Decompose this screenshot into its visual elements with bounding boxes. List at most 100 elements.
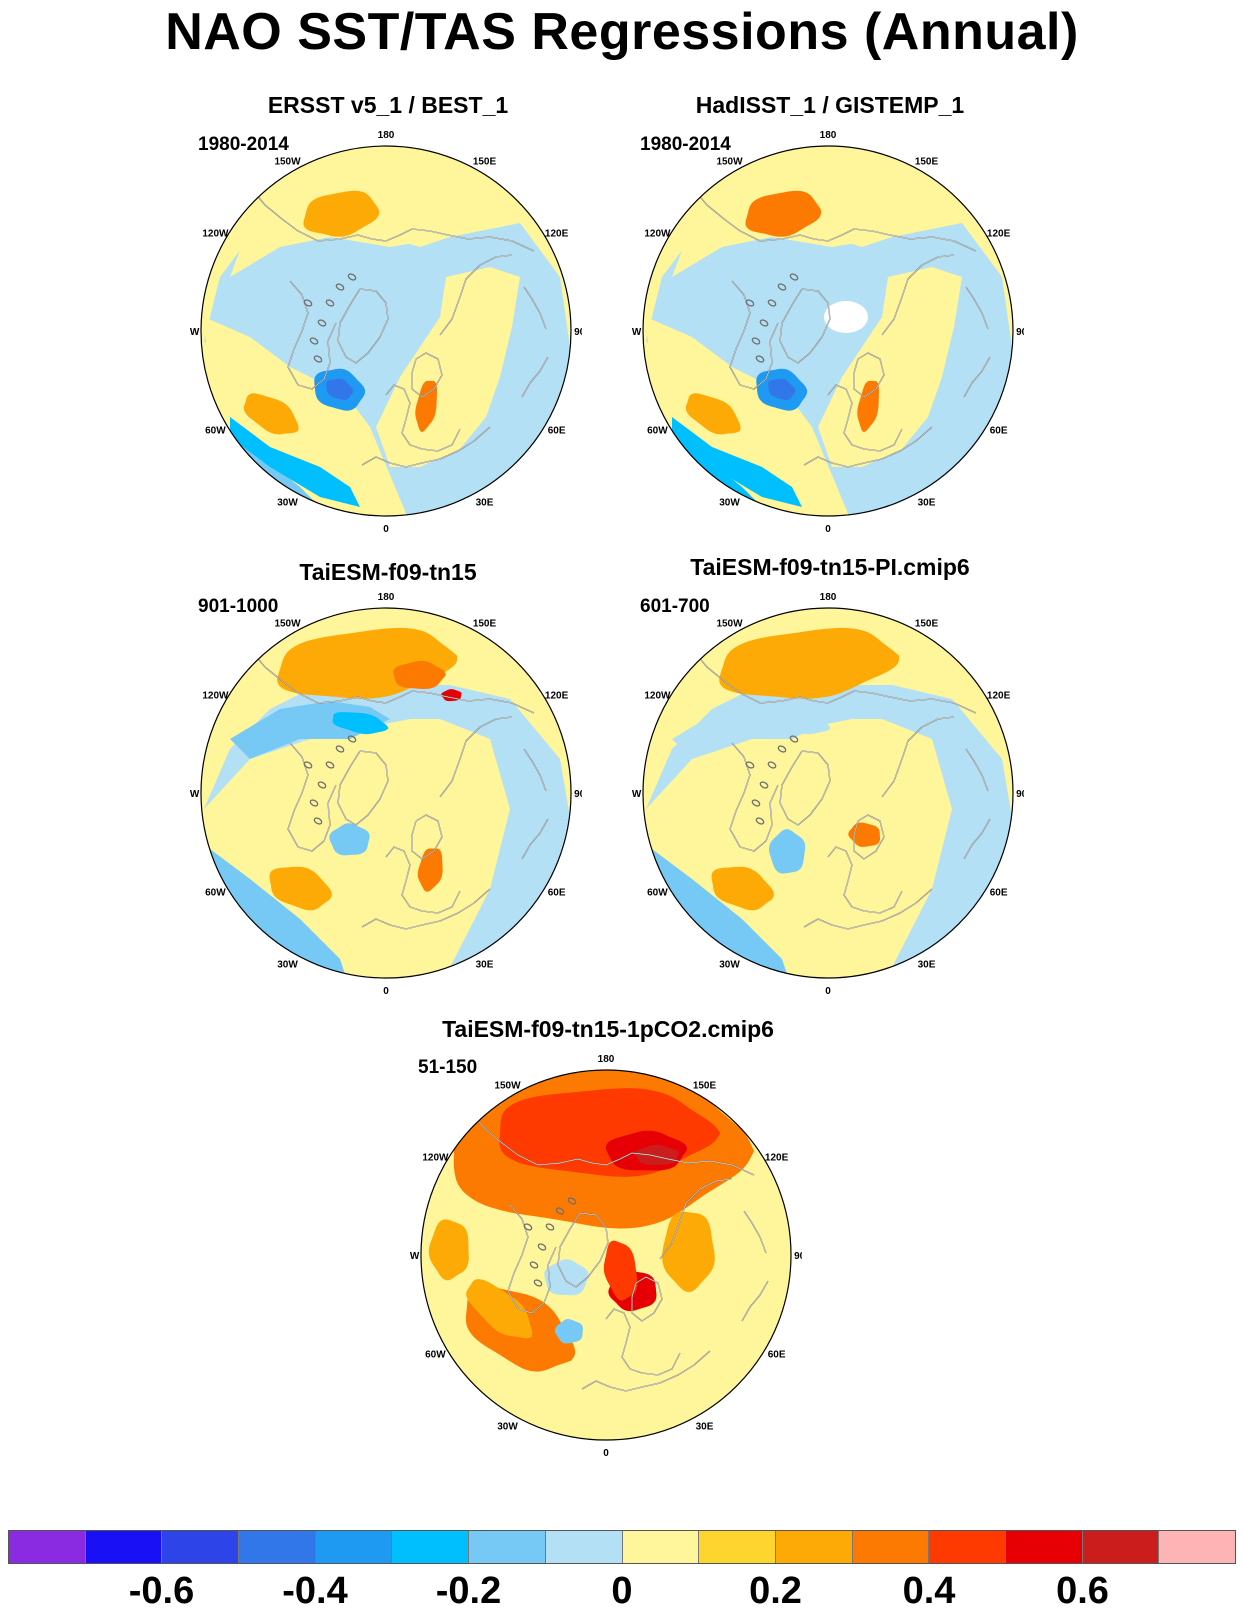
colorbar-box xyxy=(1005,1531,1083,1563)
longitude-label: 60W xyxy=(425,1350,446,1361)
longitude-label: 60W xyxy=(205,426,226,437)
longitude-label: 150E xyxy=(473,156,497,167)
longitude-label: 30E xyxy=(918,960,936,971)
polar-map-3: 180 150E 120E 90E 60E 30E 0 30W 60W 90W 120W 150W xyxy=(190,592,582,997)
longitude-label: 30W xyxy=(277,960,298,971)
colorbar-box xyxy=(775,1531,853,1563)
longitude-label: 60W xyxy=(647,888,668,899)
coastline xyxy=(469,1110,769,1392)
longitude-label: 120W xyxy=(202,229,229,240)
longitude-label: 90E xyxy=(574,789,582,800)
negative-anomaly-core xyxy=(554,1319,583,1344)
longitude-label: 180 xyxy=(820,592,837,603)
longitude-label: 120E xyxy=(765,1153,789,1164)
colorbar-box xyxy=(239,1531,316,1563)
colorbar-box xyxy=(622,1531,700,1563)
map-border xyxy=(200,607,572,979)
longitude-label: 150W xyxy=(494,1080,521,1091)
longitude-label: 120W xyxy=(644,229,671,240)
longitude-label: 150W xyxy=(716,618,743,629)
positive-anomaly-core xyxy=(603,1240,638,1301)
panel-period-2: 1980-2014 xyxy=(640,134,731,155)
longitude-label: 90W xyxy=(190,327,200,338)
colorbar-box xyxy=(545,1531,623,1563)
panel-title-5: TaiESM-f09-tn15-1pCO2.cmip6 xyxy=(442,1016,774,1042)
negative-anomaly-core xyxy=(332,712,389,735)
colorbar-box xyxy=(85,1531,163,1563)
panel-period-4: 601-700 xyxy=(640,596,710,617)
negative-anomaly-core xyxy=(768,829,806,874)
longitude-label: 120E xyxy=(987,691,1011,702)
longitude-label: 120E xyxy=(545,691,569,702)
colorbar xyxy=(8,1530,1236,1564)
longitude-label: 60E xyxy=(548,426,566,437)
longitude-label: 150W xyxy=(274,618,301,629)
positive-anomaly-core xyxy=(662,1211,715,1293)
colorbar-box xyxy=(699,1531,776,1563)
longitude-label: 60W xyxy=(647,426,668,437)
longitude-label: 90W xyxy=(632,789,642,800)
map-border xyxy=(642,607,1014,979)
map-border xyxy=(420,1069,792,1441)
longitude-label: 90E xyxy=(794,1251,802,1262)
longitude-label: 90E xyxy=(1016,327,1024,338)
longitude-label: 120E xyxy=(987,229,1011,240)
coastline xyxy=(691,648,991,930)
positive-anomaly-core xyxy=(685,393,741,435)
positive-anomaly-core xyxy=(466,1279,533,1339)
negative-anomaly-band xyxy=(210,849,350,978)
polar-map-4: 180 150E 120E 90E 60E 30E 0 30W 60W 90W 120W 150W xyxy=(632,592,1024,997)
longitude-label: 30E xyxy=(696,1422,714,1433)
colorbar-box xyxy=(1159,1531,1235,1563)
longitude-label: 90E xyxy=(1016,789,1024,800)
panel-title-4: TaiESM-f09-tn15-PI.cmip6 xyxy=(690,554,970,580)
longitude-label: 0 xyxy=(383,524,389,535)
longitude-label: 180 xyxy=(820,130,837,141)
positive-anomaly-core xyxy=(415,380,438,432)
colorbar-box xyxy=(162,1531,240,1563)
map-border xyxy=(200,145,572,517)
colorbar-box xyxy=(469,1531,546,1563)
longitude-label: 90E xyxy=(574,327,582,338)
negative-anomaly-band xyxy=(230,417,360,507)
negative-anomaly-core xyxy=(774,712,831,735)
colorbar-tick-label: 0.6 xyxy=(1056,1570,1109,1612)
negative-anomaly-band xyxy=(672,417,802,507)
polar-map-1: 180 150E 120E 90E 60E 30E 0 30W 60W 90W 120W 150W xyxy=(190,130,582,535)
longitude-label: 30E xyxy=(918,498,936,509)
longitude-label: 60E xyxy=(548,888,566,899)
colorbar-box xyxy=(929,1531,1006,1563)
longitude-label: 30W xyxy=(719,960,740,971)
longitude-label: 150W xyxy=(716,156,743,167)
positive-anomaly-core xyxy=(417,848,443,892)
colorbar-box xyxy=(392,1531,470,1563)
longitude-label: 120E xyxy=(545,229,569,240)
colorbar-tick-label: 0 xyxy=(611,1570,633,1612)
longitude-label: 120W xyxy=(644,691,671,702)
longitude-label: 180 xyxy=(598,1054,615,1065)
panel-title-3: TaiESM-f09-tn15 xyxy=(299,559,477,585)
colorbar-tick-label: 0.2 xyxy=(749,1570,802,1612)
longitude-label: 60E xyxy=(990,888,1008,899)
positive-anomaly-core xyxy=(711,866,774,911)
longitude-label: 60E xyxy=(990,426,1008,437)
polar-map-5: 180 150E 120E 90E 60E 30E 0 30W 60W 90W 120W 150W xyxy=(410,1054,802,1459)
colorbar-tick-label: -0.2 xyxy=(435,1570,502,1612)
colorbar-box xyxy=(1082,1531,1160,1563)
positive-anomaly-core xyxy=(393,660,446,690)
negative-anomaly-core xyxy=(768,378,796,400)
longitude-label: 30E xyxy=(476,960,494,971)
coastline xyxy=(249,186,549,468)
positive-anomaly-region xyxy=(818,267,962,467)
panel-title-2: HadISST_1 / GISTEMP_1 xyxy=(695,92,965,118)
longitude-label: 180 xyxy=(378,592,395,603)
positive-anomaly-core xyxy=(719,627,900,699)
longitude-label: 60W xyxy=(205,888,226,899)
longitude-label: 30W xyxy=(277,498,298,509)
negative-anomaly-region xyxy=(204,685,571,978)
longitude-label: 120W xyxy=(202,691,229,702)
panel-period-1: 1980-2014 xyxy=(198,134,289,155)
longitude-label: 150E xyxy=(693,1080,717,1091)
longitude-label: 0 xyxy=(825,524,831,535)
polar-map-2: 180 150E 120E 90E 60E 30E 0 30W 60W 90W 120W 150W xyxy=(632,130,1024,535)
